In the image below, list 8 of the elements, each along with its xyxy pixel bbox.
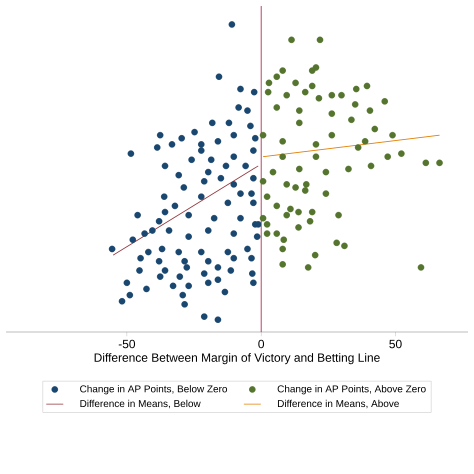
- x-axis-title: Difference Between Margin of Victory and Betting Line: [94, 353, 380, 364]
- x-tick-label: 0: [258, 340, 264, 348]
- legend-label: Change in AP Points, Below Zero: [80, 385, 228, 394]
- x-tick-label: 50: [389, 340, 402, 348]
- legend-label: Change in AP Points, Above Zero: [278, 385, 426, 394]
- legend-label: Difference in Means, Above: [278, 400, 399, 408]
- x-tick-label: -50: [118, 340, 136, 348]
- legend-label: Difference in Means, Below: [80, 400, 201, 408]
